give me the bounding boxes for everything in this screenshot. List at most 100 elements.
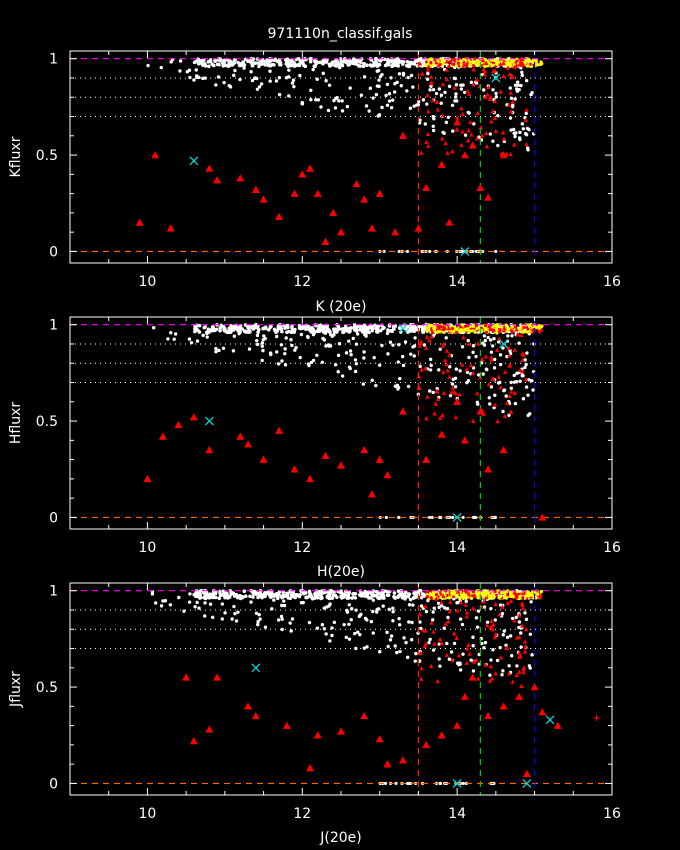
galaxy-point (515, 664, 519, 668)
galaxy-point (385, 589, 390, 594)
y-tick-label: 0.5 (36, 148, 58, 164)
galaxy-point (349, 353, 353, 357)
galaxy-point (187, 68, 192, 72)
dense-point (463, 324, 468, 328)
galaxy-point (308, 59, 313, 64)
galaxy-point (426, 71, 430, 76)
galaxy-point (520, 122, 525, 126)
dense-star-point (495, 418, 500, 424)
galaxy-point (510, 653, 514, 658)
galaxy-point (442, 606, 447, 610)
galaxy-point (374, 594, 379, 598)
galaxy-point (255, 333, 260, 338)
galaxy-point (214, 350, 218, 354)
x-tick-label: 16 (603, 540, 621, 556)
galaxy-point (385, 630, 389, 635)
galaxy-point (351, 336, 355, 341)
star-point (275, 212, 284, 220)
dense-point (537, 325, 541, 329)
dense-star-point (433, 401, 438, 406)
dense-star-point (464, 660, 469, 665)
galaxy-point (523, 131, 528, 136)
galaxy-point (328, 639, 332, 643)
dense-star-point (484, 60, 489, 65)
galaxy-point (420, 325, 424, 329)
galaxy-point (427, 640, 431, 645)
dense-star-point (454, 635, 459, 640)
galaxy-point (218, 326, 222, 330)
star-point (422, 183, 431, 192)
star-point (306, 764, 315, 772)
galaxy-point (391, 324, 396, 329)
galaxy-point (347, 603, 351, 607)
galaxy-point (214, 327, 219, 332)
galaxy-point (178, 69, 182, 73)
galaxy-point (217, 596, 222, 601)
galaxy-point (242, 66, 246, 70)
galaxy-point (513, 401, 518, 406)
dense-point (495, 328, 499, 332)
galaxy-point (437, 657, 441, 661)
galaxy-point (216, 75, 221, 79)
galaxy-point (385, 331, 390, 336)
dense-star-point (445, 368, 450, 373)
galaxy-point (491, 139, 495, 143)
galaxy-point (494, 249, 498, 254)
dense-star-point (505, 65, 511, 70)
galaxy-point (282, 599, 286, 603)
dense-point (425, 329, 429, 334)
galaxy-point (496, 340, 501, 344)
dense-star-point (451, 389, 457, 394)
galaxy-point (306, 335, 310, 340)
galaxy-point (498, 353, 503, 357)
galaxy-point (421, 98, 426, 102)
galaxy-point (321, 61, 325, 66)
star-point (460, 692, 469, 700)
galaxy-point (182, 609, 186, 613)
galaxy-point (409, 781, 413, 786)
dense-point (492, 58, 496, 63)
galaxy-point (192, 78, 196, 82)
dense-star-point (493, 128, 499, 134)
galaxy-point (453, 76, 458, 81)
dense-star-point (444, 59, 450, 64)
dense-point (490, 592, 494, 596)
dense-point (518, 63, 522, 67)
galaxy-point (326, 108, 331, 113)
galaxy-point (321, 336, 325, 341)
galaxy-point (437, 515, 442, 520)
galaxy-point (198, 596, 202, 600)
galaxy-point (324, 632, 328, 636)
y-ticks: 00.51 (36, 584, 612, 792)
dense-point (505, 325, 510, 329)
galaxy-point (362, 356, 366, 360)
galaxy-point (304, 591, 308, 595)
dense-star-point (452, 85, 457, 90)
galaxy-point (270, 62, 275, 67)
star-point (476, 407, 485, 415)
dense-star-point (434, 596, 439, 601)
star-point (398, 131, 407, 139)
galaxy-point (448, 365, 452, 369)
dense-star-point (498, 655, 504, 660)
dense-star-point (517, 612, 522, 618)
star-point (437, 430, 446, 438)
galaxy-point (161, 599, 165, 603)
galaxy-point (298, 73, 302, 78)
galaxy-point (496, 381, 501, 385)
galaxy-point (397, 342, 401, 347)
galaxy-point (411, 345, 415, 349)
galaxy-point (397, 60, 402, 64)
galaxy-point (407, 603, 412, 607)
galaxy-point (526, 393, 530, 397)
galaxy-point (233, 611, 237, 616)
star-point (522, 769, 531, 777)
galaxy-point (255, 76, 259, 81)
dense-star-point (435, 678, 440, 684)
dense-point (472, 60, 476, 65)
galaxy-point (345, 608, 349, 613)
x-axis-label: K (20e) (316, 299, 367, 315)
galaxy-point (528, 412, 532, 416)
galaxy-point (314, 60, 318, 64)
star-point (360, 195, 369, 203)
